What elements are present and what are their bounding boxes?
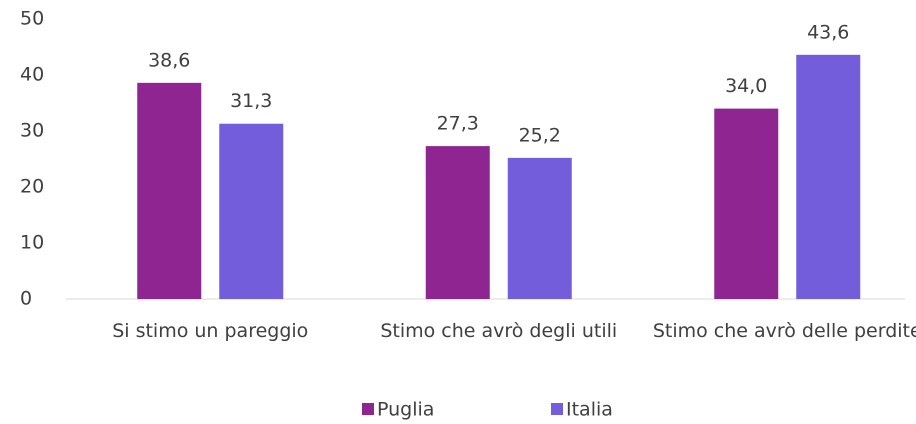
legend-swatch [362,403,374,415]
bar [425,146,490,299]
legend-label: Italia [566,399,613,421]
x-tick-label: Stimo che avrò degli utili [380,320,618,342]
data-label: 27,3 [437,113,479,135]
legend-swatch [551,403,563,415]
x-tick-label: Si stimo un pareggio [112,320,309,342]
bar [137,82,202,299]
legend-label: Puglia [377,399,434,421]
y-tick-label: 20 [20,176,44,198]
bar [219,123,284,299]
x-tick-label: Stimo che avrò delle perdite [652,320,916,342]
bar [507,157,572,299]
y-tick-label: 50 [20,8,44,30]
y-tick-label: 0 [20,288,32,310]
data-label: 38,6 [148,49,190,71]
data-label: 25,2 [519,124,561,146]
y-tick-label: 30 [20,120,44,142]
y-tick-label: 10 [20,232,44,254]
data-label: 43,6 [807,21,849,43]
data-label: 31,3 [230,90,272,112]
bar [796,54,861,300]
y-tick-label: 40 [20,64,44,86]
bar [714,108,779,299]
data-label: 34,0 [725,75,767,97]
